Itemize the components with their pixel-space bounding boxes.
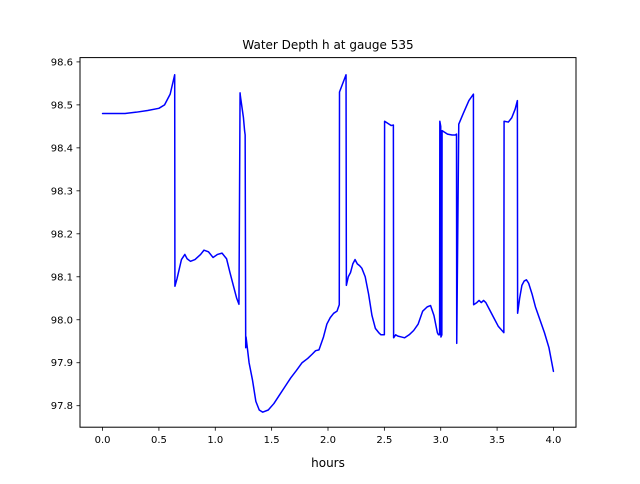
x-tick-label: 2.0 (320, 435, 336, 446)
x-axis: 0.0 0.5 1.0 1.5 2.0 2.5 3.0 3.5 4.0 (95, 427, 562, 446)
y-tick-label: 98.4 (51, 143, 73, 154)
y-tick-label: 98.0 (51, 315, 73, 326)
x-tick-label: 0.0 (95, 435, 111, 446)
x-tick-label: 3.0 (433, 435, 449, 446)
plot-frame (79, 57, 577, 428)
y-tick-label: 98.3 (51, 186, 73, 197)
x-tick-label: 0.5 (151, 435, 167, 446)
y-axis: 97.8 97.9 98.0 98.1 98.2 98.3 98.4 98.5 98.6 (51, 57, 80, 412)
y-tick-label: 97.8 (51, 401, 73, 412)
chart-title: Water Depth h at gauge 535 (242, 38, 413, 52)
y-tick-label: 97.9 (51, 358, 73, 369)
x-axis-label: hours (311, 456, 345, 470)
x-tick-label: 1.0 (207, 435, 223, 446)
y-tick-label: 98.2 (51, 229, 73, 240)
x-tick-label: 2.5 (376, 435, 392, 446)
y-tick-label: 98.6 (51, 57, 73, 68)
series-line (101, 74, 555, 413)
y-tick-label: 98.1 (51, 272, 73, 283)
x-tick-label: 1.5 (264, 435, 280, 446)
y-tick-label: 98.5 (51, 100, 73, 111)
x-tick-label: 3.5 (489, 435, 505, 446)
x-tick-label: 4.0 (546, 435, 562, 446)
